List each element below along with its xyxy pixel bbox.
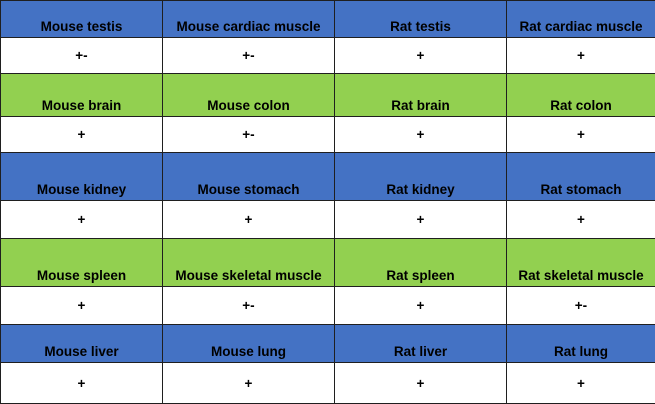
expression-value-cell: +: [335, 117, 507, 153]
tissue-label-cell: Mouse colon: [163, 74, 335, 117]
tissue-label-cell: Rat stomach: [507, 153, 655, 201]
expression-value-row: + +- + +: [1, 117, 655, 153]
expression-value-cell: +: [1, 201, 163, 239]
tissue-label-cell: Mouse kidney: [1, 153, 163, 201]
tissue-label-cell: Rat lung: [507, 325, 655, 363]
tissue-label-cell: Mouse stomach: [163, 153, 335, 201]
tissue-label-cell: Mouse skeletal muscle: [163, 239, 335, 287]
expression-value-cell: +-: [1, 38, 163, 74]
expression-value-cell: +: [335, 201, 507, 239]
expression-value-cell: +-: [163, 117, 335, 153]
tissue-label-cell: Mouse brain: [1, 74, 163, 117]
tissue-label-cell: Rat kidney: [335, 153, 507, 201]
tissue-label-cell: Rat brain: [335, 74, 507, 117]
expression-value-cell: +: [507, 117, 655, 153]
tissue-label-cell: Mouse testis: [1, 1, 163, 38]
expression-value-cell: +-: [163, 287, 335, 325]
tissue-label-row: Mouse kidney Mouse stomach Rat kidney Ra…: [1, 153, 655, 201]
expression-value-cell: +: [1, 287, 163, 325]
expression-value-row: + + + +: [1, 363, 655, 404]
expression-value-cell: +-: [507, 287, 655, 325]
tissue-label-cell: Mouse liver: [1, 325, 163, 363]
tissue-label-row: Mouse spleen Mouse skeletal muscle Rat s…: [1, 239, 655, 287]
expression-value-cell: +: [335, 287, 507, 325]
expression-value-row: +- +- + +: [1, 38, 655, 74]
tissue-label-row: Mouse testis Mouse cardiac muscle Rat te…: [1, 1, 655, 38]
tissue-label-cell: Mouse lung: [163, 325, 335, 363]
tissue-label-cell: Rat spleen: [335, 239, 507, 287]
tissue-label-cell: Mouse spleen: [1, 239, 163, 287]
expression-value-cell: +: [507, 363, 655, 404]
tissue-label-cell: Rat liver: [335, 325, 507, 363]
tissue-label-row: Mouse liver Mouse lung Rat liver Rat lun…: [1, 325, 655, 363]
expression-value-row: + + + +: [1, 201, 655, 239]
expression-value-row: + +- + +-: [1, 287, 655, 325]
tissue-label-row: Mouse brain Mouse colon Rat brain Rat co…: [1, 74, 655, 117]
tissue-label-cell: Mouse cardiac muscle: [163, 1, 335, 38]
expression-value-cell: +: [1, 117, 163, 153]
expression-value-cell: +: [1, 363, 163, 404]
expression-value-cell: +-: [163, 38, 335, 74]
tissue-label-cell: Rat colon: [507, 74, 655, 117]
tissue-label-cell: Rat testis: [335, 1, 507, 38]
expression-value-cell: +: [335, 363, 507, 404]
expression-value-cell: +: [335, 38, 507, 74]
expression-value-cell: +: [507, 38, 655, 74]
expression-value-cell: +: [163, 201, 335, 239]
tissue-label-cell: Rat skeletal muscle: [507, 239, 655, 287]
expression-value-cell: +: [507, 201, 655, 239]
expression-value-cell: +: [163, 363, 335, 404]
tissue-label-cell: Rat cardiac muscle: [507, 1, 655, 38]
